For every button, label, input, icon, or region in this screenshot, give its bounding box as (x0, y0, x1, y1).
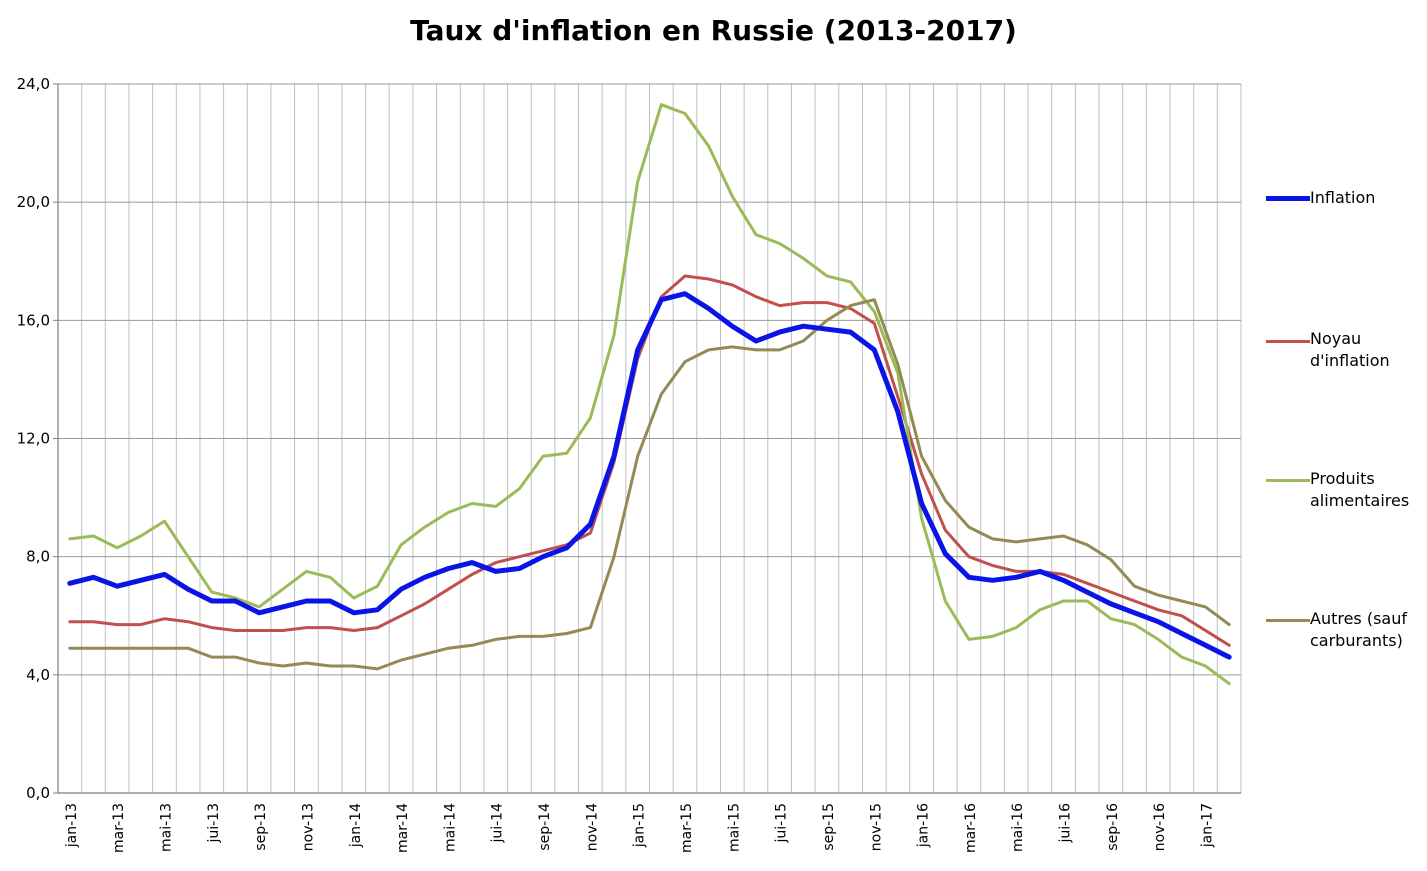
x-tick-label: jan-13 (64, 803, 80, 848)
x-tick-label: jui-14 (490, 803, 506, 844)
x-tick-label: jui-16 (1058, 803, 1074, 844)
legend-label-inflation: Inflation (1310, 188, 1376, 207)
x-tick-label: jan-17 (1200, 803, 1216, 848)
y-tick-label: 16,0 (17, 311, 50, 329)
x-tick-label: jan-15 (632, 803, 648, 848)
x-tick-label: jui-15 (774, 803, 790, 844)
legend-swatch-produits (1266, 479, 1310, 482)
y-tick-label: 4,0 (26, 666, 50, 684)
x-tick-label: mai-14 (442, 803, 458, 852)
x-tick-label: mar-15 (679, 803, 695, 853)
x-tick-label: mai-13 (158, 803, 174, 852)
x-tick-label: sep-16 (1105, 803, 1121, 851)
y-tick-label: 0,0 (26, 784, 50, 802)
series-line-inflation (67, 291, 1232, 660)
chart-grid (57, 83, 1242, 794)
chart-title: Taux d'inflation en Russie (2013-2017) (410, 14, 1017, 47)
y-tick-label: 20,0 (17, 193, 50, 211)
chart-series (67, 103, 1232, 686)
x-tick-label: nov-14 (584, 803, 600, 851)
x-tick-label: jan-14 (348, 803, 364, 848)
series-line-produits-alimentaires (68, 103, 1231, 686)
x-tick-label: mai-16 (1010, 803, 1026, 852)
x-tick-label: jui-13 (206, 803, 222, 844)
x-tick-label: nov-16 (1152, 803, 1168, 851)
y-tick-label: 12,0 (17, 430, 50, 448)
x-tick-label: jan-16 (916, 803, 932, 848)
x-tick-label: mar-14 (395, 803, 411, 853)
x-tick-label: sep-14 (537, 803, 553, 851)
series-line-autres-sauf-carburants (68, 298, 1231, 671)
legend-swatch-noyau (1266, 340, 1310, 343)
x-tick-label: sep-13 (253, 803, 269, 851)
x-tick-label: mai-15 (726, 803, 742, 852)
legend-label-produits: Produits alimentaires (1310, 469, 1410, 510)
legend-swatch-autres (1266, 619, 1310, 622)
y-tick-label: 8,0 (26, 548, 50, 566)
x-tick-label: sep-15 (821, 803, 837, 851)
x-tick-label: nov-13 (300, 803, 316, 851)
x-tick-label: mar-16 (963, 803, 979, 853)
y-tick-label: 24,0 (17, 75, 50, 93)
x-tick-label: mar-13 (111, 803, 127, 853)
chart-axes: 0,0 4,0 8,0 12,0 16,0 20,0 24,0 jan-13 mar-13 mai… (17, 75, 1241, 853)
legend-label-noyau: Noyau d'inflation (1310, 329, 1390, 370)
legend-label-autres: Autres (sauf carburants) (1310, 609, 1408, 650)
legend-swatch-inflation (1266, 196, 1310, 201)
x-tick-label: nov-15 (868, 803, 884, 851)
